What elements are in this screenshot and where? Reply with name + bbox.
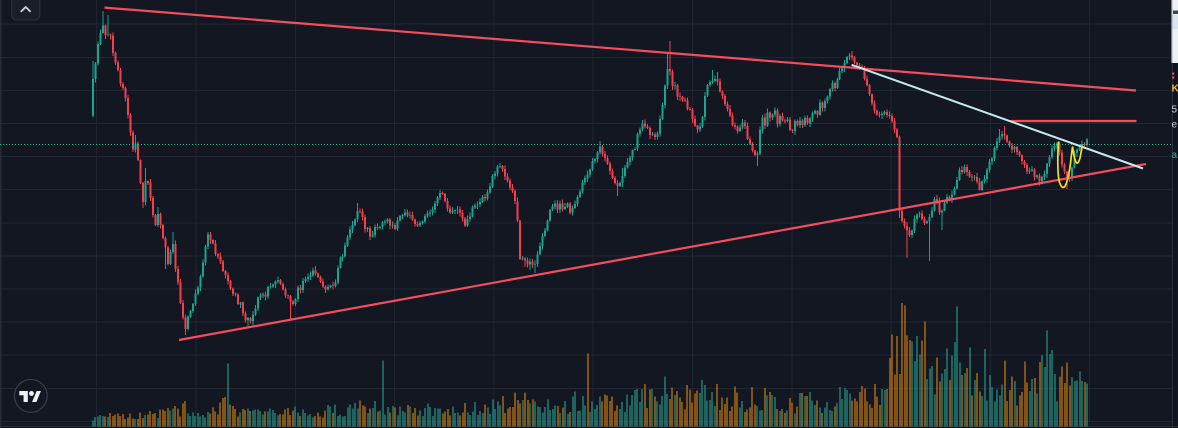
svg-text:e: e bbox=[1172, 120, 1178, 131]
svg-text:a: a bbox=[1172, 150, 1178, 161]
svg-text:K: K bbox=[1172, 84, 1178, 95]
svg-text:5: 5 bbox=[1172, 105, 1178, 116]
